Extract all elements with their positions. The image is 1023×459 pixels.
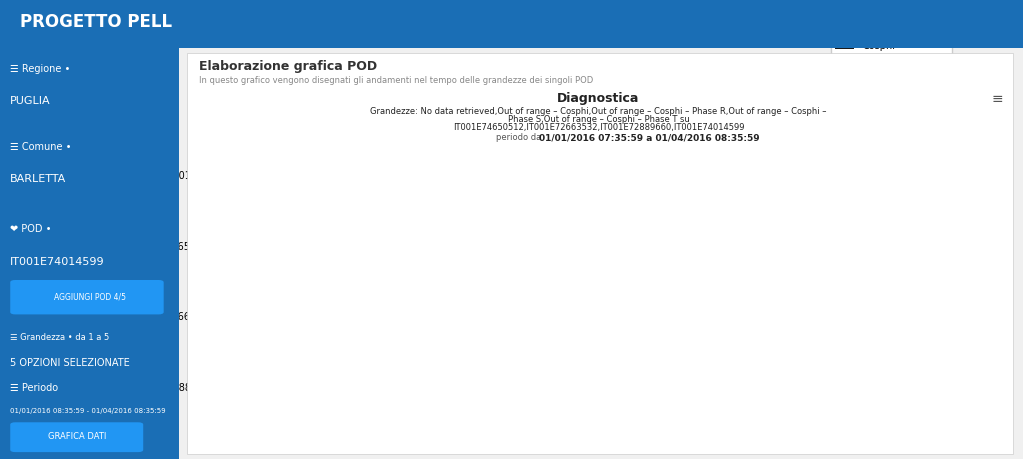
Text: IT001E74650512,IT001E72663532,IT001E72889660,IT001E74014599: IT001E74650512,IT001E72663532,IT001E7288… xyxy=(453,123,744,132)
Text: AGGIUNGI POD 4/5: AGGIUNGI POD 4/5 xyxy=(54,292,126,302)
Text: 1165: 1165 xyxy=(489,237,509,246)
Text: 815: 815 xyxy=(409,326,426,335)
Text: IT001E74014599: IT001E74014599 xyxy=(10,257,104,267)
Bar xyxy=(220,167,224,174)
Text: 0: 0 xyxy=(224,264,230,273)
Text: 273: 273 xyxy=(286,298,303,307)
Bar xyxy=(220,317,281,325)
Text: ☰ Comune •: ☰ Comune • xyxy=(10,142,72,152)
Text: 16: 16 xyxy=(228,166,238,175)
Text: 1165: 1165 xyxy=(489,228,509,236)
Text: In questo grafico vengono disegnati gli andamenti nel tempo delle grandezze dei : In questo grafico vengono disegnati gli … xyxy=(199,76,593,85)
Text: periodo da: periodo da xyxy=(496,133,544,142)
Text: ☰ Grandezza • da 1 a 5: ☰ Grandezza • da 1 a 5 xyxy=(10,333,109,342)
Text: ☰ Periodo: ☰ Periodo xyxy=(10,383,58,393)
Legend: No data retrieved, Cosphi, Phase R, Phase S, Phase T: No data retrieved, Cosphi, Phase R, Phas… xyxy=(831,22,951,100)
Text: 0: 0 xyxy=(224,185,230,193)
Text: 0: 0 xyxy=(224,175,230,184)
Text: 01/01/2016 07:35:59 a 01/04/2016 08:35:59: 01/01/2016 07:35:59 a 01/04/2016 08:35:5… xyxy=(539,133,760,142)
Text: 273: 273 xyxy=(286,308,303,316)
Text: 0: 0 xyxy=(224,406,230,414)
Text: 3055: 3055 xyxy=(917,255,938,264)
Text: GRAFICA DATI: GRAFICA DATI xyxy=(47,432,106,442)
Text: 1687: 1687 xyxy=(607,397,628,405)
Bar xyxy=(220,228,484,236)
Bar xyxy=(220,299,281,307)
Text: 317: 317 xyxy=(297,387,312,396)
Text: PROGETTO PELL: PROGETTO PELL xyxy=(20,13,173,31)
Text: 273: 273 xyxy=(286,317,303,325)
Text: 0: 0 xyxy=(224,335,230,344)
Text: ≡: ≡ xyxy=(991,92,1004,106)
Text: 0: 0 xyxy=(224,157,230,166)
Text: Elaborazione grafica POD: Elaborazione grafica POD xyxy=(199,60,377,73)
Text: PUGLIA: PUGLIA xyxy=(10,96,51,106)
Bar xyxy=(220,369,375,377)
Text: 725: 725 xyxy=(389,246,405,255)
Bar xyxy=(220,388,292,396)
Text: 0: 0 xyxy=(224,194,230,202)
Bar xyxy=(220,379,375,386)
Bar xyxy=(220,326,405,334)
Text: 685: 685 xyxy=(380,378,396,387)
Text: Phase S,Out of range – Cosphi – Phase T su: Phase S,Out of range – Cosphi – Phase T … xyxy=(507,115,690,124)
Bar xyxy=(220,256,913,263)
Text: Grandezze: No data retrieved,Out of range – Cosphi,Out of range – Cosphi – Phase: Grandezze: No data retrieved,Out of rang… xyxy=(370,106,827,116)
Text: 5 OPZIONI SELEZIONATE: 5 OPZIONI SELEZIONATE xyxy=(10,358,130,368)
Text: 685: 685 xyxy=(380,369,396,378)
Text: Diagnostica: Diagnostica xyxy=(558,92,639,105)
Text: BARLETTA: BARLETTA xyxy=(10,174,66,184)
Bar xyxy=(220,308,281,316)
Text: ☰ Regione •: ☰ Regione • xyxy=(10,64,71,74)
Text: ❤ POD •: ❤ POD • xyxy=(10,224,52,235)
Bar xyxy=(220,397,603,405)
Text: 01/01/2016 08:35:59 - 01/04/2016 08:35:59: 01/01/2016 08:35:59 - 01/04/2016 08:35:5… xyxy=(10,408,166,414)
Bar xyxy=(220,237,484,245)
Bar xyxy=(220,246,385,254)
